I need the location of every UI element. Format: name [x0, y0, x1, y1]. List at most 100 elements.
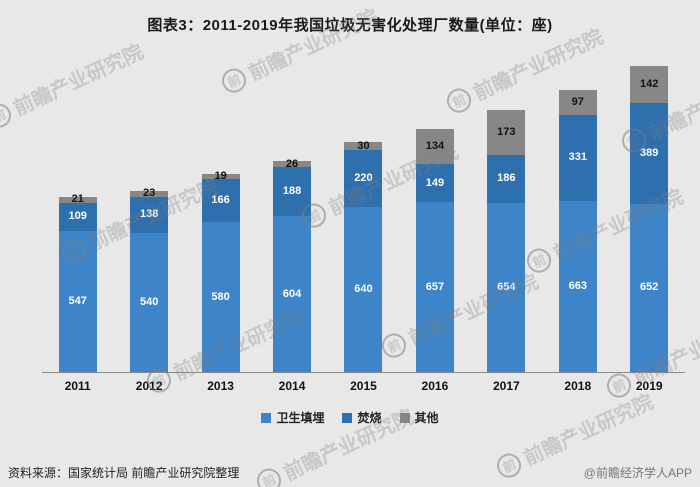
x-tick-label: 2016 [421, 379, 449, 393]
legend-item: 焚烧 [342, 409, 382, 426]
bar-value-label: 657 [425, 280, 445, 293]
bar-value-label: 547 [68, 294, 87, 307]
bar-value-label: 19 [214, 170, 227, 183]
bar-value-label: 389 [640, 146, 659, 159]
bar-value-label: 186 [497, 172, 516, 185]
bar-column: 19 166 580 [185, 63, 256, 372]
bar-value-label: 134 [425, 140, 445, 153]
bar-value-label: 138 [139, 208, 159, 221]
legend-swatch [261, 412, 272, 423]
bar-value-label: 21 [71, 193, 84, 206]
bar-value-label: 23 [143, 187, 156, 200]
bar-column: 134 149 657 [399, 63, 470, 372]
stacked-bar: 19 166 580 [201, 170, 240, 372]
bar-segment: 389 [630, 103, 669, 204]
watermark-text: 前瞻产业研究院 [520, 391, 657, 471]
bar-value-label: 97 [571, 96, 584, 109]
bar-segment: 26 [273, 157, 312, 170]
legend-label: 卫生填埋 [276, 411, 325, 425]
bar-segment: 109 [58, 202, 97, 231]
bar-column: 97 331 663 [542, 63, 613, 372]
stacked-bar: 26 188 604 [273, 157, 312, 372]
bar-segment: 540 [130, 232, 169, 372]
x-axis: 2011 2012 2013 2014 2015 2016 2017 2018 2019 [42, 373, 685, 393]
bar-column: 30 220 640 [328, 63, 399, 372]
source-note: 资料来源：国家统计局 前瞻产业研究院整理 [8, 466, 240, 480]
bar-value-label: 173 [497, 126, 516, 139]
bar-segment: 580 [201, 222, 240, 372]
bar-segment: 23 [130, 187, 169, 200]
bar-value-label: 604 [282, 287, 302, 300]
bar-column: 142 389 652 [614, 63, 685, 372]
bar-segment: 186 [487, 154, 526, 203]
bar-value-label: 654 [497, 281, 516, 293]
bar-segment: 173 [487, 110, 526, 155]
bar-value-label: 109 [68, 210, 87, 223]
bar-segment: 19 [201, 170, 240, 183]
bar-segment: 331 [558, 115, 597, 201]
bar-column: 26 188 604 [256, 63, 327, 372]
legend-swatch [342, 412, 353, 423]
stacked-bar: 23 138 540 [130, 187, 169, 372]
bar-segment: 134 [415, 129, 454, 164]
x-tick-label: 2018 [564, 379, 592, 393]
bar-segment: 97 [558, 90, 597, 116]
bar-value-label: 188 [282, 185, 302, 198]
bar-segment: 652 [630, 203, 669, 372]
x-tick-label: 2017 [492, 379, 520, 393]
legend-label: 其他 [414, 411, 439, 425]
bar-value-label: 166 [211, 194, 230, 207]
stacked-bar: 173 186 654 [487, 110, 526, 372]
footer: 资料来源：国家统计局 前瞻产业研究院整理 @前瞻经济学人APP [0, 464, 700, 481]
bar-segment: 138 [130, 196, 169, 233]
stacked-bar: 30 220 640 [344, 139, 383, 372]
x-tick-label: 2012 [135, 379, 163, 393]
bar-column: 23 138 540 [113, 63, 184, 372]
bar-value-label: 26 [285, 157, 299, 170]
x-tick-label: 2011 [64, 379, 91, 393]
stacked-bar: 97 331 663 [558, 90, 597, 372]
bar-segment: 142 [630, 66, 669, 104]
bar-segment: 21 [58, 193, 97, 206]
bar-value-label: 149 [425, 176, 445, 189]
bar-segment: 166 [201, 179, 240, 223]
bar-value-label: 331 [568, 151, 587, 164]
bar-value-label: 652 [640, 281, 659, 294]
chart-title: 图表3：2011-2019年我国垃圾无害化处理厂数量(单位：座) [147, 17, 553, 34]
x-tick-label: 2014 [278, 379, 306, 393]
bar-column: 21 109 547 [42, 63, 113, 372]
legend-item: 卫生填埋 [261, 409, 324, 426]
x-tick-label: 2013 [207, 379, 234, 393]
bar-segment: 149 [415, 163, 454, 203]
bar-value-label: 220 [354, 171, 373, 184]
plot-area: 21 109 547 23 138 540 19 166 580 26 188 604 30 220 640… [42, 63, 685, 373]
bar-column: 173 186 654 [471, 63, 542, 372]
bar-segment: 30 [344, 139, 383, 152]
bar-segment: 220 [344, 149, 383, 207]
bar-value-label: 580 [211, 290, 230, 303]
legend-label: 焚烧 [357, 411, 382, 425]
legend-swatch [399, 412, 410, 423]
bar-value-label: 540 [139, 295, 159, 308]
bar-segment: 663 [558, 200, 597, 372]
bar-segment: 547 [58, 230, 97, 372]
stacked-bar: 142 389 652 [630, 66, 669, 372]
bar-value-label: 640 [354, 282, 373, 295]
bar-segment: 654 [487, 203, 526, 372]
credit-note: @前瞻经济学人APP [583, 466, 692, 480]
legend: 卫生填埋 焚烧 其他 [0, 409, 700, 426]
legend-item: 其他 [399, 409, 439, 426]
watermark-logo-icon: 前 [0, 99, 15, 132]
bar-segment: 604 [273, 216, 312, 372]
x-tick-label: 2015 [350, 379, 377, 393]
bar-segment: 657 [415, 202, 454, 372]
bar-value-label: 142 [640, 78, 659, 91]
bar-segment: 188 [273, 167, 312, 216]
bar-segment: 640 [344, 206, 383, 372]
stacked-bar: 134 149 657 [415, 129, 454, 372]
bar-value-label: 30 [357, 139, 370, 152]
stacked-bar: 21 109 547 [58, 193, 97, 372]
bar-value-label: 663 [568, 279, 587, 292]
x-tick-label: 2019 [635, 379, 663, 393]
